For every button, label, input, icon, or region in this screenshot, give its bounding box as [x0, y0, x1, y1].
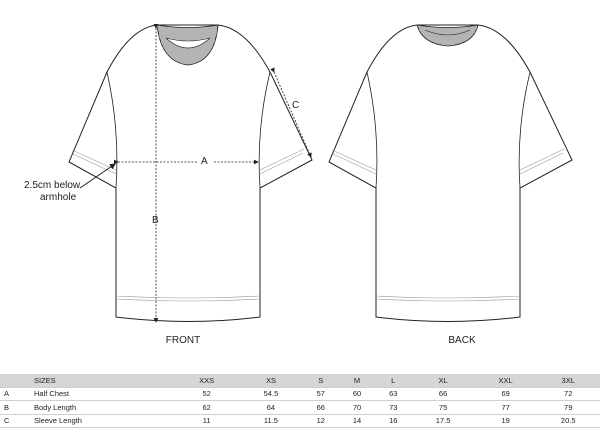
armhole-note-line2: armhole	[40, 192, 77, 203]
row-name: Body Length	[34, 400, 174, 415]
size-header: XL	[411, 374, 475, 388]
cell: 12	[302, 414, 339, 428]
dimension-a-label: A	[201, 156, 208, 167]
cell: 63	[375, 387, 412, 401]
cell: 17.5	[411, 414, 475, 428]
armhole-arrow	[79, 163, 116, 189]
table-row: C Sleeve Length 11 11.5 12 14 16 17.5 19…	[0, 414, 600, 428]
cell: 11	[174, 414, 240, 428]
cell: 54.5	[239, 387, 303, 401]
cell: 79	[536, 400, 600, 415]
cell: 14	[338, 414, 376, 428]
armhole-note-line1: 2.5cm below	[24, 180, 81, 191]
row-code: C	[0, 414, 34, 428]
size-header: S	[302, 374, 339, 388]
dimension-c-label: C	[292, 100, 300, 111]
front-label: FRONT	[165, 335, 201, 346]
dimension-b-label: B	[152, 215, 159, 226]
size-header: XS	[239, 374, 303, 388]
cell: 20.5	[536, 414, 600, 428]
row-name: Half Chest	[34, 387, 174, 401]
cell: 77	[474, 400, 537, 415]
row-code: B	[0, 400, 34, 415]
cell: 52	[174, 387, 240, 401]
cell: 57	[302, 387, 339, 401]
cell: 11.5	[239, 414, 303, 428]
cell: 70	[338, 400, 376, 415]
cell: 62	[174, 400, 240, 415]
table-row: B Body Length 62 64 66 70 73 75 77 79	[0, 400, 600, 415]
cell: 69	[474, 387, 537, 401]
back-shirt	[328, 24, 573, 322]
front-shirt	[68, 24, 313, 323]
size-header: XXS	[174, 374, 240, 388]
cell: 16	[375, 414, 412, 428]
sizes-header: SIZES	[34, 374, 174, 388]
cell: 73	[375, 400, 412, 415]
table-header-row: SIZES XXS XS S M L XL XXL 3XL	[0, 374, 600, 388]
cell: 60	[338, 387, 376, 401]
dimension-c-line	[270, 67, 312, 158]
cell: 19	[474, 414, 537, 428]
garment-drawing	[68, 24, 573, 323]
cell: 72	[536, 387, 600, 401]
table-row: A Half Chest 52 54.5 57 60 63 66 69 72	[0, 387, 600, 401]
back-label: BACK	[448, 335, 476, 346]
row-name: Sleeve Length	[34, 414, 174, 428]
size-header: M	[338, 374, 376, 388]
row-code: A	[0, 387, 34, 401]
cell: 66	[302, 400, 339, 415]
size-header: 3XL	[536, 374, 600, 388]
size-header: L	[375, 374, 412, 388]
size-header: XXL	[474, 374, 537, 388]
size-table: SIZES XXS XS S M L XL XXL 3XL A Half Che…	[0, 374, 600, 428]
cell: 75	[411, 400, 475, 415]
cell: 64	[239, 400, 303, 415]
cell: 66	[411, 387, 475, 401]
